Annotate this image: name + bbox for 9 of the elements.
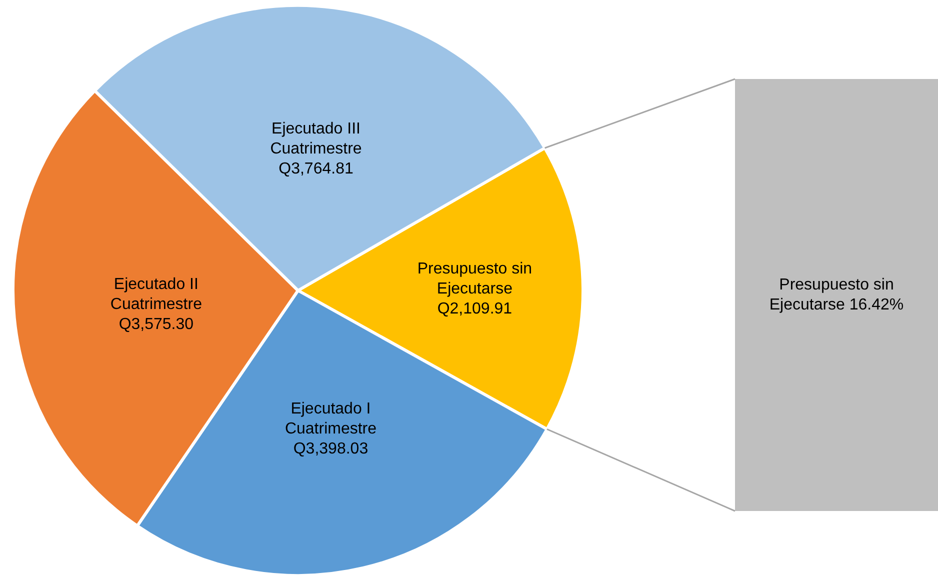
data-label: Q2,109.91	[437, 300, 512, 318]
slice-label: Ejecutado I Cuatrimestre	[284, 400, 377, 438]
data-label: Q3,764.81	[278, 160, 354, 178]
slice-label: Presupuesto sin Ejecutarse	[417, 260, 532, 298]
slice-label: Ejecutado II Cuatrimestre	[110, 276, 202, 313]
data-label: Q3,398.03	[293, 440, 368, 458]
data-label: Q3,575.30	[118, 316, 194, 333]
text: Presupuesto sin Ejecutarse 16.42%	[769, 276, 904, 314]
slice-label: Ejecutado III Cuatrimestre	[270, 120, 362, 158]
